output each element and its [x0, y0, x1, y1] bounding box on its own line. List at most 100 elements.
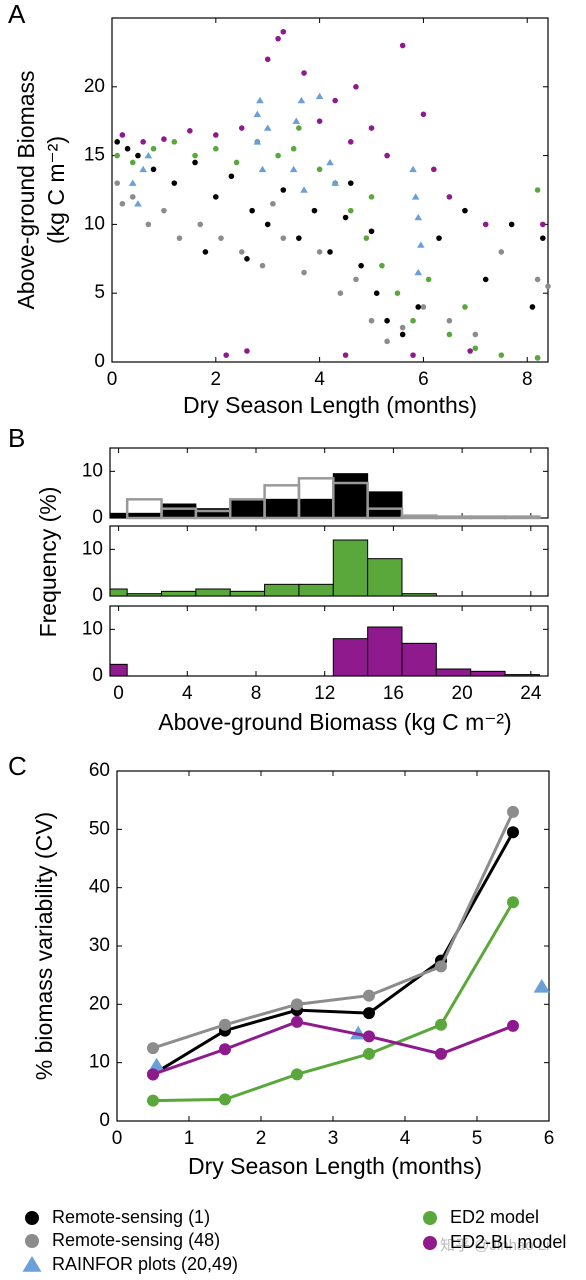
histogram-bar	[367, 558, 403, 597]
histogram-bar	[109, 663, 128, 677]
point	[150, 145, 157, 152]
point	[472, 331, 479, 338]
point	[415, 304, 422, 310]
y-tick-label: 0	[99, 1110, 110, 1131]
histogram-bar	[469, 515, 507, 520]
histogram-bar	[332, 473, 369, 519]
point	[233, 159, 240, 166]
point	[394, 290, 401, 297]
triangle-marker	[414, 213, 423, 221]
point	[534, 187, 541, 193]
point	[435, 960, 447, 973]
series-line	[152, 811, 515, 1050]
x-tick-label: 8	[522, 369, 533, 390]
histogram-bar	[161, 503, 197, 519]
triangle-marker	[326, 158, 334, 166]
point	[472, 345, 479, 352]
point	[347, 207, 354, 214]
axes-frame	[109, 605, 549, 677]
triangle-marker	[331, 179, 340, 186]
y-tick-label: 40	[89, 877, 110, 898]
point	[296, 125, 302, 131]
histogram-bar	[435, 515, 472, 520]
point	[363, 989, 375, 1002]
point	[347, 180, 354, 186]
point	[202, 249, 209, 255]
point	[275, 35, 281, 42]
point	[384, 317, 390, 324]
point	[213, 145, 219, 152]
point	[219, 1093, 231, 1106]
point	[363, 1047, 375, 1060]
point	[507, 896, 519, 909]
point	[384, 338, 390, 345]
point	[192, 159, 198, 166]
point	[147, 1094, 159, 1107]
histogram-bar	[366, 507, 404, 520]
point	[368, 194, 375, 200]
histogram-bar	[332, 481, 369, 520]
point	[301, 269, 307, 276]
legend-label: ED2-BL model	[450, 1232, 566, 1252]
x-axis-label: Above-ground Biomass (kg C m⁻²)	[158, 709, 511, 735]
point	[529, 304, 536, 310]
histogram-bar	[470, 670, 506, 677]
point	[534, 355, 541, 361]
series-line	[152, 831, 515, 1076]
point	[462, 304, 468, 310]
point	[219, 1018, 231, 1031]
x-tick-label: 4	[314, 369, 325, 390]
histogram-bar	[264, 498, 300, 519]
point	[244, 255, 250, 262]
point	[507, 826, 519, 839]
y-tick-label: 0	[94, 351, 105, 372]
point	[264, 56, 271, 63]
axes-frame	[116, 770, 550, 1122]
point	[467, 348, 473, 354]
y-tick-label: 10	[89, 1052, 110, 1073]
point	[353, 84, 359, 90]
y-axis-label: Frequency (%)	[35, 487, 61, 638]
y-tick-label: 50	[89, 818, 110, 839]
point	[290, 145, 297, 152]
point	[498, 352, 505, 358]
point	[399, 324, 406, 331]
histogram-bar	[504, 674, 540, 677]
y-axis-label: Above-ground Biomass	[13, 70, 39, 309]
histogram-bar	[109, 512, 128, 519]
point	[498, 249, 505, 255]
legend-label: Remote-sensing (48)	[52, 1230, 220, 1250]
point	[301, 70, 307, 76]
y-tick-label: 10	[84, 213, 105, 234]
triangle-marker	[139, 165, 147, 173]
point	[534, 276, 541, 283]
x-tick-label: 3	[328, 1128, 339, 1149]
histogram-bar	[229, 498, 266, 519]
x-axis-label: Dry Season Length (months)	[188, 1153, 482, 1179]
point	[436, 235, 442, 241]
point	[462, 207, 468, 214]
point	[379, 262, 385, 269]
triangle-marker	[253, 138, 262, 145]
y-tick-label: 0	[92, 665, 103, 686]
point	[508, 221, 515, 228]
point	[347, 139, 354, 145]
x-tick-label: 2	[211, 369, 222, 390]
x-tick-label: 2	[256, 1128, 267, 1149]
point	[327, 249, 333, 255]
triangle-marker	[256, 96, 264, 104]
legend-marker	[25, 1211, 39, 1225]
x-tick-label: 5	[472, 1128, 483, 1149]
point	[316, 166, 323, 173]
point	[114, 139, 120, 145]
point	[223, 352, 229, 358]
x-tick-label: 16	[383, 683, 404, 704]
point	[161, 136, 167, 142]
histogram-bar	[109, 588, 128, 597]
x-tick-label: 8	[251, 683, 262, 704]
x-tick-label: 0	[113, 683, 124, 704]
point	[291, 1068, 303, 1081]
point	[316, 118, 323, 124]
point	[353, 276, 359, 283]
x-axis-label: Dry Season Length (months)	[183, 392, 477, 418]
